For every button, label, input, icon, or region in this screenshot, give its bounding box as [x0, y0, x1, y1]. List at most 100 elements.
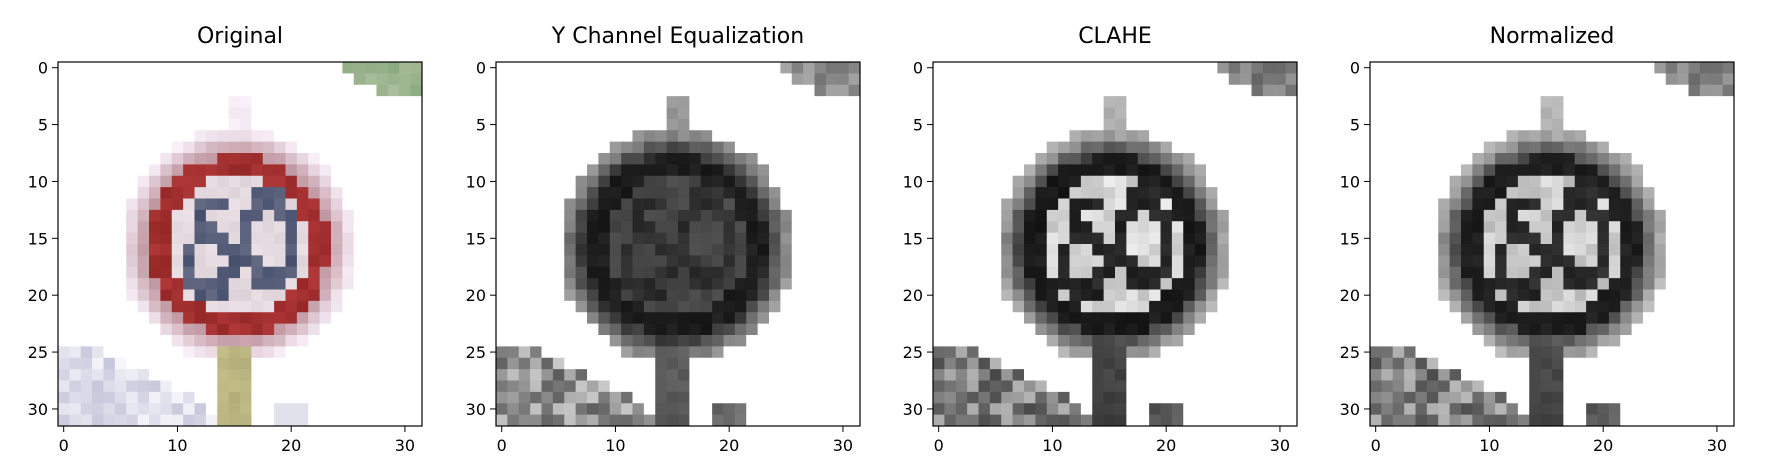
image-pixel	[1586, 96, 1598, 108]
image-pixel	[1381, 107, 1394, 120]
image-pixel	[700, 73, 713, 86]
image-pixel	[1092, 312, 1105, 325]
image-pixel	[1217, 118, 1230, 131]
image-pixel	[791, 346, 804, 359]
image-pixel	[1654, 346, 1667, 359]
image-pixel	[1483, 266, 1496, 279]
image-pixel	[1240, 403, 1252, 416]
image-pixel	[1483, 312, 1496, 325]
image-pixel	[621, 96, 633, 108]
image-pixel	[171, 244, 184, 256]
image-pixel	[933, 73, 945, 86]
image-pixel	[1206, 232, 1218, 245]
image-pixel	[251, 244, 264, 256]
image-pixel	[1228, 346, 1241, 359]
image-pixel	[114, 266, 127, 279]
image-pixel	[989, 96, 1002, 108]
image-pixel	[1722, 232, 1735, 245]
image-pixel	[1654, 278, 1667, 290]
image-pixel	[410, 141, 423, 154]
image-pixel	[769, 289, 781, 302]
image-pixel	[587, 232, 599, 245]
image-pixel	[331, 209, 343, 222]
image-pixel	[92, 221, 104, 234]
image-pixel	[955, 323, 968, 336]
image-pixel	[933, 62, 945, 74]
image-pixel	[69, 141, 82, 154]
image-pixel	[564, 232, 577, 245]
image-pixel	[376, 312, 389, 325]
image-pixel	[723, 278, 736, 290]
image-pixel	[700, 232, 713, 245]
image-pixel	[240, 130, 252, 143]
image-pixel	[1069, 84, 1082, 97]
image-pixel	[1370, 403, 1382, 416]
image-pixel	[69, 346, 82, 359]
image-pixel	[274, 130, 286, 143]
image-pixel	[1722, 84, 1735, 97]
image-pixel	[1586, 62, 1598, 74]
image-pixel	[183, 300, 195, 313]
image-pixel	[955, 357, 968, 370]
image-pixel	[274, 84, 286, 97]
image-pixel	[978, 300, 991, 313]
image-pixel	[944, 335, 957, 347]
image-pixel	[69, 266, 82, 279]
image-pixel	[1438, 175, 1451, 188]
image-pixel	[228, 244, 241, 256]
image-pixel	[1092, 62, 1105, 74]
image-pixel	[1137, 369, 1150, 381]
image-pixel	[1574, 414, 1587, 427]
image-pixel	[365, 391, 377, 404]
image-pixel	[194, 369, 207, 381]
image-pixel	[1046, 380, 1059, 393]
image-pixel	[285, 335, 298, 347]
image-pixel	[1665, 369, 1678, 381]
image-pixel	[1540, 84, 1553, 97]
image-pixel	[814, 335, 827, 347]
y-tick-label: 25	[1340, 343, 1360, 362]
image-pixel	[1608, 414, 1621, 427]
image-pixel	[598, 391, 611, 404]
image-pixel	[319, 62, 332, 74]
image-pixel	[1137, 209, 1150, 222]
image-pixel	[1722, 346, 1735, 359]
image-pixel	[1262, 198, 1275, 211]
image-pixel	[1115, 198, 1127, 211]
image-pixel	[609, 73, 622, 86]
image-pixel	[575, 232, 588, 245]
image-pixel	[1597, 380, 1610, 393]
image-pixel	[689, 164, 702, 177]
image-pixel	[365, 403, 377, 416]
image-pixel	[944, 255, 957, 268]
image-pixel	[1552, 335, 1564, 347]
image-pixel	[1262, 153, 1275, 165]
image-pixel	[723, 403, 736, 416]
image-pixel	[1080, 346, 1093, 359]
image-pixel	[194, 164, 207, 177]
image-pixel	[791, 221, 804, 234]
image-pixel	[183, 96, 195, 108]
image-pixel	[331, 187, 343, 199]
image-pixel	[944, 118, 957, 131]
image-pixel	[1529, 414, 1542, 427]
y-tick-label: 25	[903, 343, 923, 362]
image-pixel	[1722, 312, 1735, 325]
image-pixel	[217, 266, 230, 279]
image-pixel	[1574, 84, 1587, 97]
image-pixel	[678, 107, 690, 120]
image-pixel	[1126, 62, 1139, 74]
image-pixel	[365, 62, 377, 74]
image-pixel	[1274, 232, 1287, 245]
image-pixel	[1654, 357, 1667, 370]
image-pixel	[1688, 357, 1701, 370]
image-pixel	[1404, 107, 1416, 120]
image-pixel	[1461, 244, 1473, 256]
image-pixel	[1137, 130, 1150, 143]
image-pixel	[746, 187, 759, 199]
image-pixel	[746, 84, 759, 97]
image-pixel	[331, 96, 343, 108]
image-pixel	[1643, 323, 1655, 336]
y-tick-label: 5	[38, 116, 48, 135]
image-pixel	[518, 312, 531, 325]
